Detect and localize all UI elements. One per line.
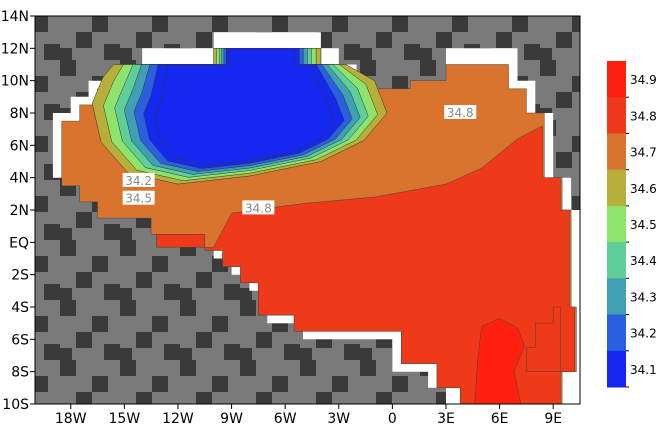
colorbar-label: 34.9: [630, 73, 657, 87]
contour-label-bg: [242, 200, 275, 215]
contour-label-bg: [122, 190, 155, 205]
colorbar-swatch: [607, 278, 626, 316]
colorbar-label: 34.7: [630, 146, 657, 160]
contour-label: 34.2: [125, 174, 152, 188]
colorbar-swatch: [607, 350, 626, 388]
colorbar-swatch: [607, 314, 626, 352]
y-tick-label: 8N: [10, 106, 29, 122]
colorbar-swatch: [607, 242, 626, 279]
y-tick-label: 2S: [11, 268, 29, 284]
colorbar-swatch: [607, 205, 626, 243]
colorbar-label: 34.1: [630, 363, 657, 377]
colorbar-swatch: [607, 133, 626, 171]
x-tick-label: 0: [388, 411, 397, 427]
colorbar-label: 34.8: [630, 109, 657, 123]
y-tick-label: EQ: [9, 235, 29, 251]
y-tick-label: 6N: [10, 138, 29, 154]
colorbar: 34.9 34.8 34.7 34.6 34.5 34.4 34.3 34.2 34.1: [607, 61, 657, 388]
x-tick-label: 12W: [162, 411, 194, 427]
y-tick-label: 14N: [1, 9, 29, 25]
y-tick-label: 4S: [11, 300, 29, 316]
salinity-34-9-region: [474, 318, 525, 404]
x-tick-label: 15W: [109, 411, 141, 427]
colorbar-label: 34.3: [630, 290, 657, 304]
x-tick-label: 18W: [55, 411, 87, 427]
colorbar-label: 34.6: [630, 182, 657, 196]
x-tick-label: 9W: [220, 411, 243, 427]
x-tick-label: 9E: [544, 411, 562, 427]
colorbar-swatch: [607, 97, 626, 134]
contour-label: 34.5: [125, 192, 152, 206]
y-tick-label: 8S: [11, 365, 29, 381]
y-tick-label: 4N: [10, 171, 29, 187]
y-tick-label: 2N: [10, 203, 29, 219]
x-tick-label: 6E: [491, 411, 509, 427]
contour-label-bg: [444, 105, 477, 119]
colorbar-swatch: [607, 61, 626, 98]
x-tick-label: 6W: [274, 411, 297, 427]
colorbar-label: 34.4: [630, 254, 657, 268]
y-tick-label: 6S: [11, 332, 29, 348]
salinity-34-8-region: [156, 125, 575, 404]
contour-label: 34.8: [447, 106, 474, 120]
contour-label-bg: [122, 172, 155, 187]
colorbar-label: 34.5: [630, 218, 657, 232]
colorbar-swatch: [607, 169, 626, 207]
y-tick-label: 12N: [1, 41, 29, 57]
plume-contour-6: [154, 48, 335, 166]
contour-label: 34.8: [245, 201, 272, 215]
y-tick-label: 10N: [1, 74, 29, 90]
colorbar-label: 34.2: [630, 327, 657, 341]
x-tick-label: 3W: [327, 411, 350, 427]
x-tick-label: 3E: [437, 411, 455, 427]
y-tick-label: 10S: [2, 397, 29, 413]
